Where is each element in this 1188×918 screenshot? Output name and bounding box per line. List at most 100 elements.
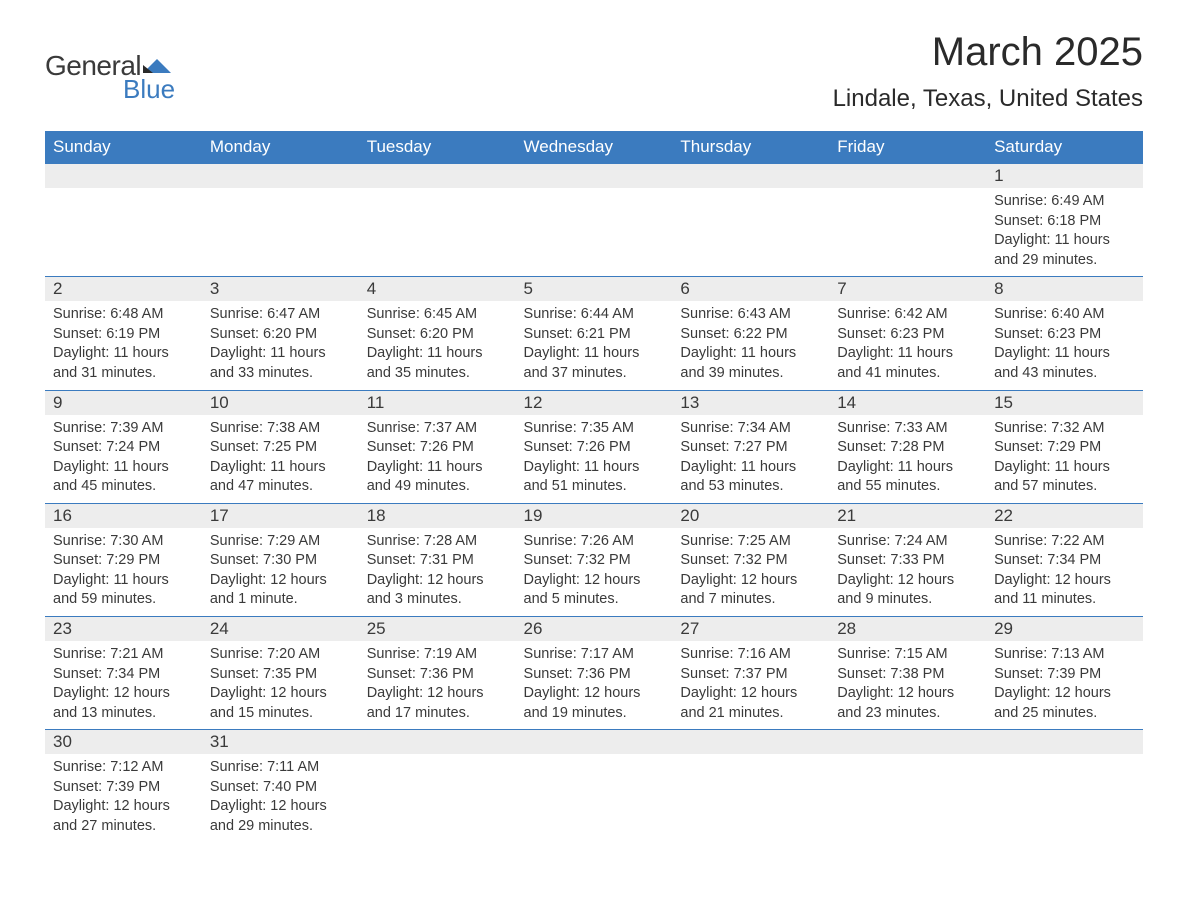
sunset-text: Sunset: 7:27 PM [680, 438, 821, 458]
daylight-line1: Daylight: 11 hours [210, 344, 351, 364]
daylight-line1: Daylight: 11 hours [994, 344, 1135, 364]
daylight-line1: Daylight: 12 hours [524, 571, 665, 591]
day-cell: 13Sunrise: 7:34 AMSunset: 7:27 PMDayligh… [672, 390, 829, 503]
day-body: Sunrise: 6:42 AMSunset: 6:23 PMDaylight:… [829, 301, 986, 389]
empty-day-number [829, 730, 986, 754]
day-body: Sunrise: 7:34 AMSunset: 7:27 PMDaylight:… [672, 415, 829, 503]
daylight-line1: Daylight: 12 hours [210, 571, 351, 591]
sunrise-text: Sunrise: 7:35 AM [524, 419, 665, 439]
daylight-line2: and 55 minutes. [837, 477, 978, 497]
day-body: Sunrise: 7:33 AMSunset: 7:28 PMDaylight:… [829, 415, 986, 503]
day-header: Thursday [672, 131, 829, 164]
sunset-text: Sunset: 7:36 PM [367, 665, 508, 685]
daylight-line1: Daylight: 12 hours [367, 684, 508, 704]
day-cell: 16Sunrise: 7:30 AMSunset: 7:29 PMDayligh… [45, 503, 202, 616]
sunset-text: Sunset: 6:23 PM [837, 325, 978, 345]
empty-day-cell [45, 164, 202, 277]
day-cell: 10Sunrise: 7:38 AMSunset: 7:25 PMDayligh… [202, 390, 359, 503]
day-number: 20 [672, 504, 829, 528]
day-number: 12 [516, 391, 673, 415]
sunset-text: Sunset: 6:20 PM [210, 325, 351, 345]
daylight-line1: Daylight: 11 hours [367, 458, 508, 478]
day-number: 31 [202, 730, 359, 754]
daylight-line2: and 15 minutes. [210, 704, 351, 724]
location-text: Lindale, Texas, United States [833, 85, 1143, 113]
empty-day-body [45, 188, 202, 266]
daylight-line1: Daylight: 11 hours [524, 458, 665, 478]
day-number: 1 [986, 164, 1143, 188]
day-header: Friday [829, 131, 986, 164]
sunrise-text: Sunrise: 7:24 AM [837, 532, 978, 552]
empty-day-number [516, 164, 673, 188]
day-cell: 26Sunrise: 7:17 AMSunset: 7:36 PMDayligh… [516, 617, 673, 730]
sunset-text: Sunset: 7:24 PM [53, 438, 194, 458]
day-body: Sunrise: 6:49 AMSunset: 6:18 PMDaylight:… [986, 188, 1143, 276]
daylight-line1: Daylight: 12 hours [837, 571, 978, 591]
daylight-line1: Daylight: 11 hours [524, 344, 665, 364]
day-number: 23 [45, 617, 202, 641]
day-number: 15 [986, 391, 1143, 415]
sunset-text: Sunset: 7:26 PM [524, 438, 665, 458]
sunrise-text: Sunrise: 7:34 AM [680, 419, 821, 439]
month-title: March 2025 [833, 30, 1143, 75]
day-header: Tuesday [359, 131, 516, 164]
sunset-text: Sunset: 7:29 PM [994, 438, 1135, 458]
daylight-line2: and 7 minutes. [680, 590, 821, 610]
day-body: Sunrise: 7:35 AMSunset: 7:26 PMDaylight:… [516, 415, 673, 503]
day-body: Sunrise: 7:29 AMSunset: 7:30 PMDaylight:… [202, 528, 359, 616]
sunset-text: Sunset: 7:33 PM [837, 551, 978, 571]
daylight-line1: Daylight: 11 hours [994, 231, 1135, 251]
empty-day-cell [672, 730, 829, 843]
day-number: 28 [829, 617, 986, 641]
day-body: Sunrise: 6:47 AMSunset: 6:20 PMDaylight:… [202, 301, 359, 389]
day-number: 9 [45, 391, 202, 415]
sunset-text: Sunset: 7:31 PM [367, 551, 508, 571]
empty-day-number [202, 164, 359, 188]
daylight-line2: and 17 minutes. [367, 704, 508, 724]
empty-day-cell [829, 164, 986, 277]
day-number: 3 [202, 277, 359, 301]
daylight-line2: and 19 minutes. [524, 704, 665, 724]
empty-day-cell [516, 730, 673, 843]
day-body: Sunrise: 7:24 AMSunset: 7:33 PMDaylight:… [829, 528, 986, 616]
sunrise-text: Sunrise: 6:47 AM [210, 305, 351, 325]
empty-day-body [516, 188, 673, 266]
day-cell: 12Sunrise: 7:35 AMSunset: 7:26 PMDayligh… [516, 390, 673, 503]
empty-day-number [829, 164, 986, 188]
day-number: 7 [829, 277, 986, 301]
day-body: Sunrise: 7:20 AMSunset: 7:35 PMDaylight:… [202, 641, 359, 729]
day-number: 13 [672, 391, 829, 415]
sunset-text: Sunset: 7:30 PM [210, 551, 351, 571]
day-body: Sunrise: 7:39 AMSunset: 7:24 PMDaylight:… [45, 415, 202, 503]
day-header: Monday [202, 131, 359, 164]
day-number: 6 [672, 277, 829, 301]
day-cell: 4Sunrise: 6:45 AMSunset: 6:20 PMDaylight… [359, 277, 516, 390]
daylight-line2: and 25 minutes. [994, 704, 1135, 724]
daylight-line2: and 27 minutes. [53, 817, 194, 837]
daylight-line2: and 5 minutes. [524, 590, 665, 610]
day-body: Sunrise: 6:44 AMSunset: 6:21 PMDaylight:… [516, 301, 673, 389]
week-row: 16Sunrise: 7:30 AMSunset: 7:29 PMDayligh… [45, 503, 1143, 616]
sunset-text: Sunset: 7:32 PM [680, 551, 821, 571]
day-body: Sunrise: 7:15 AMSunset: 7:38 PMDaylight:… [829, 641, 986, 729]
day-body: Sunrise: 7:19 AMSunset: 7:36 PMDaylight:… [359, 641, 516, 729]
empty-day-number [672, 164, 829, 188]
empty-day-body [672, 188, 829, 266]
daylight-line2: and 47 minutes. [210, 477, 351, 497]
daylight-line1: Daylight: 12 hours [367, 571, 508, 591]
day-cell: 8Sunrise: 6:40 AMSunset: 6:23 PMDaylight… [986, 277, 1143, 390]
daylight-line2: and 23 minutes. [837, 704, 978, 724]
sunset-text: Sunset: 6:23 PM [994, 325, 1135, 345]
daylight-line2: and 13 minutes. [53, 704, 194, 724]
daylight-line2: and 31 minutes. [53, 364, 194, 384]
sunset-text: Sunset: 7:25 PM [210, 438, 351, 458]
day-body: Sunrise: 7:26 AMSunset: 7:32 PMDaylight:… [516, 528, 673, 616]
day-cell: 7Sunrise: 6:42 AMSunset: 6:23 PMDaylight… [829, 277, 986, 390]
calendar-header-row: SundayMondayTuesdayWednesdayThursdayFrid… [45, 131, 1143, 164]
day-body: Sunrise: 7:38 AMSunset: 7:25 PMDaylight:… [202, 415, 359, 503]
day-body: Sunrise: 6:40 AMSunset: 6:23 PMDaylight:… [986, 301, 1143, 389]
daylight-line1: Daylight: 11 hours [210, 458, 351, 478]
daylight-line1: Daylight: 12 hours [680, 571, 821, 591]
daylight-line1: Daylight: 12 hours [210, 797, 351, 817]
sunset-text: Sunset: 7:38 PM [837, 665, 978, 685]
